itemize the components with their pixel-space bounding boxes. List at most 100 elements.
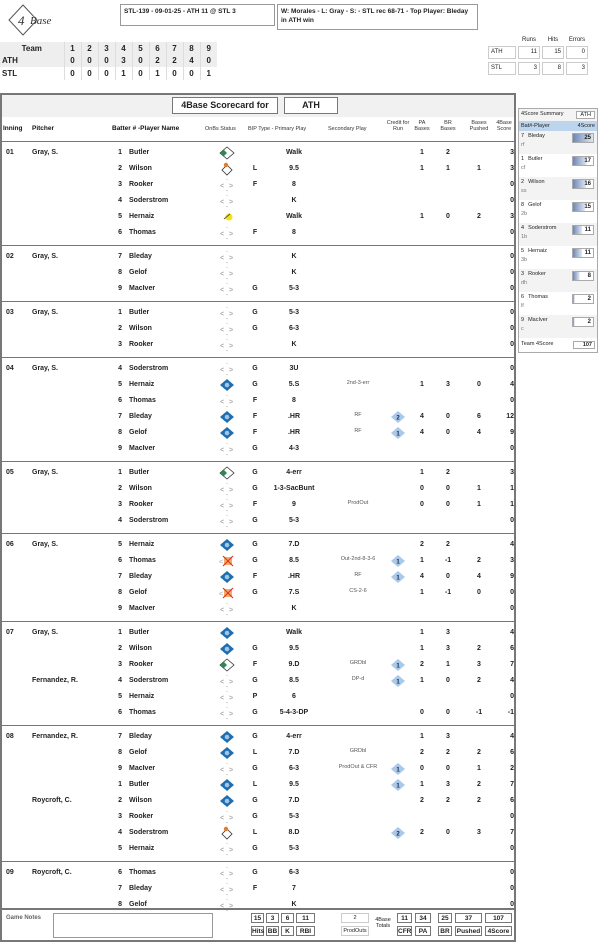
table-row[interactable]: 2 Wilson G 9.5 1 3 2 6	[2, 641, 514, 657]
br-bases: 3	[446, 629, 450, 636]
summary-player-position: 1b	[521, 234, 528, 240]
table-row[interactable]: 01 Gray, S. 1 Butler Walk 1 2 3	[2, 145, 514, 161]
pitcher-name: Gray, S.	[32, 309, 58, 316]
svg-text:>: >	[229, 607, 233, 614]
summary-player-row: 4 Soderstrom 1b 11	[519, 223, 597, 246]
primary-play: K	[291, 605, 297, 612]
stat-k-value: 6	[281, 913, 294, 923]
bip-type: G	[252, 445, 258, 452]
br-bases: 0	[446, 709, 450, 716]
table-row[interactable]: 04 Gray, S. 4 Soderstrom < > G 3U 0	[2, 361, 514, 377]
table-row[interactable]: 8 Gelof F .HR RF 1 4 0 4 9	[2, 425, 514, 441]
primary-play: 8.D	[288, 829, 300, 836]
batter-number: 1	[118, 629, 122, 636]
table-row[interactable]: 05 Gray, S. 1 Butler G 4-err 1 2 3	[2, 465, 514, 481]
empty-diamond-icon: < >	[218, 482, 236, 498]
table-row[interactable]: 4 Soderstrom < > K 0	[2, 193, 514, 209]
col-br: BR Bases	[440, 120, 456, 132]
svg-text:<: <	[220, 271, 224, 278]
primary-play: 6	[292, 693, 296, 700]
table-row[interactable]: 9 MacIver < > G 6-3 ProdOut & CFR 1 0 0 1 2	[2, 761, 514, 777]
table-row[interactable]: 5 Hernaiz < > G 5-3 0	[2, 841, 514, 857]
stat-hits-label: Hits	[251, 926, 265, 936]
primary-play: 7	[292, 885, 296, 892]
pitcher-name: Gray, S.	[32, 365, 58, 372]
table-row[interactable]: 9 MacIver < > K 0	[2, 601, 514, 617]
col-secondary: Secondary Play	[328, 126, 367, 132]
table-row[interactable]: 02 Gray, S. 7 Bleday < > K 0	[2, 249, 514, 265]
table-row[interactable]: 6 Thomas < G 8.5 Out-2nd-8-3-6 1 1 -1 2 3	[2, 553, 514, 569]
table-row[interactable]: 6 Thomas < > F 8 0	[2, 393, 514, 409]
table-row[interactable]: 9 MacIver < > G 4-3 0	[2, 441, 514, 457]
table-row[interactable]: 9 MacIver < > G 5-3 0	[2, 281, 514, 297]
table-row[interactable]: 7 Bleday F .HR RF 1 4 0 4 9	[2, 569, 514, 585]
table-row[interactable]: 7 Bleday < > F 7 0	[2, 881, 514, 897]
svg-text:>: >	[229, 367, 233, 374]
col-bip: BIP Type - Primary Play	[248, 126, 307, 132]
linescore-header: Team	[21, 43, 42, 53]
inning-number: 03	[6, 309, 14, 316]
table-row[interactable]: 6 Thomas < > G 5-4-3-DP 0 0 -1 -1	[2, 705, 514, 721]
table-row[interactable]: 07 Gray, S. 1 Butler Walk 1 3 4	[2, 625, 514, 641]
table-row[interactable]: 4 Soderstrom L 8.D 2 2 0 3 7	[2, 825, 514, 841]
table-row[interactable]: 3 Rooker < > G 5-3 0	[2, 809, 514, 825]
primary-play: 5-4-3-DP	[279, 709, 309, 716]
bip-type: L	[252, 165, 258, 172]
table-row[interactable]: 6 Thomas < > F 8 0	[2, 225, 514, 241]
primary-play: .HR	[287, 573, 301, 580]
table-row[interactable]: 5 Hernaiz < > P 6 0	[2, 689, 514, 705]
batter-name: Bleday	[129, 573, 152, 580]
table-row[interactable]: 3 Rooker < > F 8 0	[2, 177, 514, 193]
primary-play: 7.S	[288, 589, 300, 596]
pa-bases: 0	[420, 485, 424, 492]
pa-bases: 2	[420, 541, 424, 548]
batter-number: 8	[118, 749, 122, 756]
primary-play: 5-3	[288, 813, 300, 820]
secondary-play: DP-d	[351, 676, 365, 682]
primary-play: 6-3	[288, 325, 300, 332]
table-row[interactable]: 2 Wilson L 9.5 1 1 1 3	[2, 161, 514, 177]
table-row[interactable]: 8 Gelof L 7.D GRDbl 2 2 2 6	[2, 745, 514, 761]
batter-number: 2	[118, 645, 122, 652]
table-row[interactable]: 5 Hernaiz Walk 1 0 2 3	[2, 209, 514, 225]
empty-diamond-icon: < >	[218, 866, 236, 882]
linescore-cell: 2	[165, 54, 183, 67]
svg-text:>: >	[229, 231, 233, 238]
table-row[interactable]: Fernandez, R. 4 Soderstrom < > G 8.5 DP-d 1 1 0 2 4	[2, 673, 514, 689]
empty-diamond-icon: < >	[218, 762, 236, 778]
table-row[interactable]: 2 Wilson < > G 6-3 0	[2, 321, 514, 337]
primary-play: 8	[292, 181, 296, 188]
br-bases: 0	[446, 677, 450, 684]
bases-pushed: 2	[477, 749, 481, 756]
summary-player-num: 5	[521, 248, 525, 254]
table-row[interactable]: 8 Gelof < G 7.S CS-2-6 1 -1 0 0	[2, 585, 514, 601]
total-cfr-value: 11	[397, 913, 412, 923]
linescore-cell: 0	[63, 67, 81, 80]
out-on-base-icon: <	[218, 554, 236, 570]
table-row[interactable]: Roycroft, C. 2 Wilson G 7.D 2 2 2 6	[2, 793, 514, 809]
batter-name: Butler	[129, 629, 150, 636]
svg-text:<: <	[220, 695, 224, 702]
table-row[interactable]: 1 Butler L 9.5 1 1 3 2 7	[2, 777, 514, 793]
table-row[interactable]: 03 Gray, S. 1 Butler < > G 5-3 0	[2, 305, 514, 321]
table-row[interactable]: 8 Gelof < > K 0	[2, 265, 514, 281]
game-notes-input[interactable]	[53, 913, 213, 938]
batter-name: Butler	[129, 309, 150, 316]
batter-name: MacIver	[129, 285, 156, 292]
linescore-table: Team 1 2 3 4 5 6 7 8 9 ATH 0 0 0 3 0 2 2 4 0 STL 0 0 0 1 0 1 0 0 1	[0, 42, 217, 80]
linescore-row: ATH 0 0 0 3 0 2 2 4 0	[0, 54, 217, 67]
table-row[interactable]: 3 Rooker < > K 0	[2, 337, 514, 353]
table-row[interactable]: 3 Rooker F 9.D GRDbl 1 2 1 3 7	[2, 657, 514, 673]
table-row[interactable]: 5 Hernaiz G 5.S 2nd-3-err 1 3 0 4	[2, 377, 514, 393]
table-row[interactable]: 3 Rooker < > F 9 ProdOut 0 0 1 1	[2, 497, 514, 513]
empty-diamond-icon: < >	[218, 882, 236, 898]
svg-text:<: <	[220, 887, 224, 894]
table-row[interactable]: 08 Fernandez, R. 7 Bleday G 4-err 1 3 4	[2, 729, 514, 745]
table-row[interactable]: 06 Gray, S. 5 Hernaiz G 7.D 2 2 4	[2, 537, 514, 553]
table-row[interactable]: 8 Gelof < > K 0	[2, 897, 514, 913]
batter-name: Thomas	[129, 869, 156, 876]
table-row[interactable]: 7 Bleday F .HR RF 2 4 0 6 12	[2, 409, 514, 425]
table-row[interactable]: 09 Roycroft, C. 6 Thomas < > G 6-3 0	[2, 865, 514, 881]
table-row[interactable]: 4 Soderstrom < > G 5-3 0	[2, 513, 514, 529]
table-row[interactable]: 2 Wilson < > G 1-3-SacBunt 0 0 1 1	[2, 481, 514, 497]
